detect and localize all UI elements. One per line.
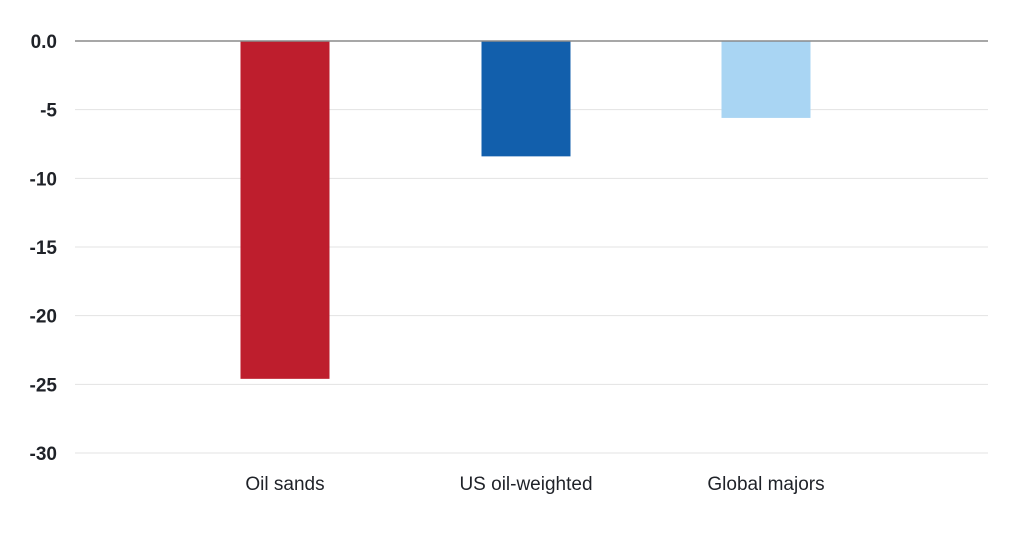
bars [240, 41, 811, 379]
bar-oil-sands [240, 41, 330, 379]
x-axis-tick-labels: Oil sands US oil-weighted Global majors [245, 474, 824, 495]
y-tick-label: -10 [30, 169, 57, 190]
y-tick-label: -20 [30, 307, 57, 328]
y-tick-label: 0.0 [31, 32, 57, 53]
y-tick-label: -25 [30, 375, 58, 396]
gridlines [75, 109, 988, 454]
y-tick-label: -5 [40, 101, 57, 122]
bar-us-oil-weighted [481, 41, 571, 157]
y-tick-label: -30 [30, 444, 57, 465]
x-tick-label: Global majors [707, 474, 824, 495]
bar-global-majors [721, 41, 811, 118]
y-tick-label: -15 [30, 238, 58, 259]
x-tick-label: US oil-weighted [459, 474, 592, 495]
x-tick-label: Oil sands [245, 474, 324, 495]
y-axis-tick-labels: 0.0 -5 -10 -15 -20 -25 -30 [30, 32, 58, 465]
